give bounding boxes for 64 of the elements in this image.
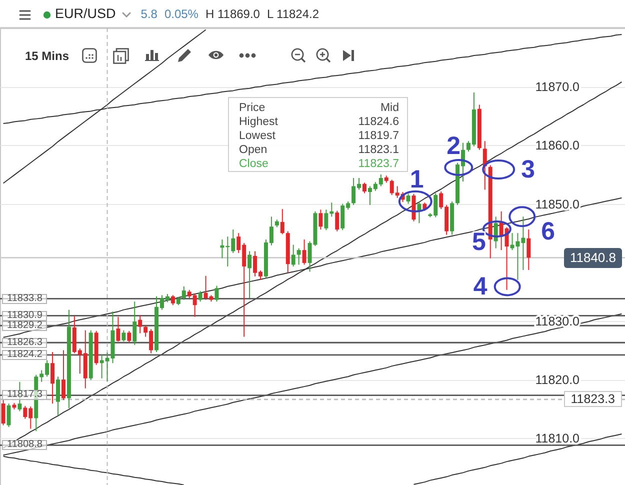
ref-line-label: 11817.3 — [2, 389, 48, 400]
candlestick — [248, 250, 252, 299]
annotation: Highest — [239, 115, 278, 129]
annotation: 6 — [541, 218, 556, 246]
ref-line-label: 11829.2 — [2, 320, 48, 331]
candlestick — [302, 239, 306, 266]
annotation: 1 — [410, 165, 424, 194]
candlestick — [494, 216, 498, 249]
ref-line-label: 11830.9 — [2, 310, 48, 321]
candlestick — [6, 403, 11, 428]
annotation: 11824.6 — [358, 115, 399, 129]
ref-line-label: 11833.8 — [2, 292, 48, 304]
candlestick — [138, 314, 142, 334]
y-tick-label: 11850.0 — [535, 197, 580, 212]
y-tick-label: 11820.0 — [535, 373, 580, 388]
y-tick-label: 11830.0 — [535, 314, 580, 328]
ref-line-label: 11840.8 — [564, 248, 622, 268]
candlestick — [406, 193, 410, 204]
candlestick — [482, 140, 487, 190]
text: 5.8 — [140, 6, 158, 20]
candlestick — [198, 290, 202, 302]
candlestick — [127, 330, 132, 344]
annotation: 11823.3 — [564, 391, 622, 408]
candlestick — [56, 376, 60, 416]
annotation: 5 — [472, 228, 486, 256]
annotation: 11819.7 — [358, 129, 399, 143]
y-tick-label: 11860.0 — [535, 138, 580, 153]
line-series — [413, 434, 622, 485]
text: L 11824.2 — [266, 6, 320, 20]
text: H 11869.0 — [205, 6, 260, 20]
annotation: Close — [239, 157, 268, 171]
annotation: 2 — [446, 132, 461, 160]
annotation: 11823.7 — [358, 157, 399, 171]
candlestick — [526, 229, 531, 270]
ref-line-label: 11824.2 — [2, 348, 48, 360]
candlestick — [214, 285, 219, 302]
text: 0.05% — [164, 6, 198, 20]
candlestick — [50, 352, 55, 404]
chart-title: EUR/USD — [55, 6, 116, 21]
candlestick — [116, 316, 120, 342]
ref-line-label: 11826.3 — [2, 336, 48, 348]
candlestick — [296, 248, 301, 266]
candlestick — [182, 286, 186, 300]
annotation: Lowest — [239, 129, 276, 143]
annotation: Mid — [380, 101, 399, 115]
candlestick — [335, 210, 340, 232]
annotation: 11823.1 — [358, 143, 399, 157]
candlestick — [280, 208, 284, 235]
candlestick — [122, 330, 126, 342]
candlestick — [291, 244, 296, 267]
y-tick-label: 11810.0 — [535, 432, 580, 446]
candlestick — [1, 400, 6, 426]
candlestick — [318, 209, 323, 230]
y-tick-label: 11870.0 — [535, 80, 580, 94]
annotation: Price — [239, 101, 266, 115]
ref-line-label: 11808.8 — [2, 439, 48, 450]
candlestick — [362, 182, 366, 194]
candlestick — [132, 301, 137, 346]
annotation: 3 — [521, 156, 536, 184]
candlestick — [170, 294, 175, 306]
annotation: 4 — [473, 272, 488, 301]
candlestick — [61, 350, 66, 401]
annotation: 15 Mins — [25, 49, 70, 63]
annotation: Open — [239, 143, 268, 157]
